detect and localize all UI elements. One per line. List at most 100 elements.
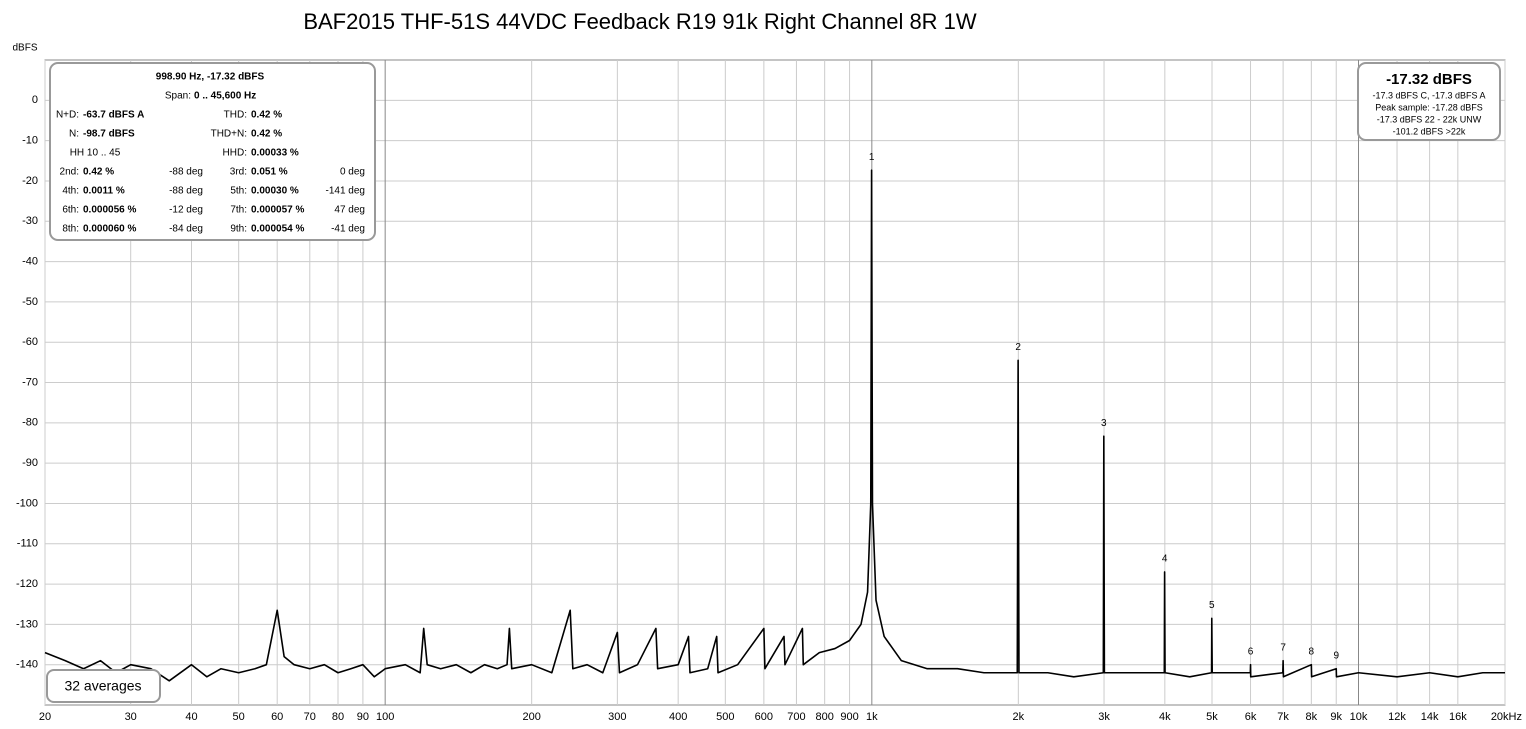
x-tick-label: 100 bbox=[376, 711, 394, 723]
harmonic-phase: 47 deg bbox=[334, 205, 365, 216]
chart-title: BAF2015 THF-51S 44VDC Feedback R19 91k R… bbox=[303, 9, 977, 34]
harmonic-name: 2nd: bbox=[60, 167, 79, 178]
harmonic-phase: -88 deg bbox=[169, 186, 203, 197]
info-header: 998.90 Hz, -17.32 dBFS bbox=[156, 72, 265, 83]
harmonic-label: 1 bbox=[869, 152, 875, 163]
x-tick-label: 700 bbox=[787, 711, 805, 723]
y-tick-label: -140 bbox=[16, 659, 38, 671]
info-box bbox=[49, 62, 376, 241]
harmonic-name: 6th: bbox=[62, 205, 79, 216]
harmonic-label: 6 bbox=[1248, 646, 1254, 657]
info-label: THD: bbox=[224, 110, 247, 121]
harmonic-name: 9th: bbox=[230, 224, 247, 235]
x-tick-label: 20kHz bbox=[1491, 711, 1522, 723]
x-tick-label: 300 bbox=[608, 711, 626, 723]
x-tick-label: 16k bbox=[1449, 711, 1467, 723]
level-main: -17.32 dBFS bbox=[1386, 71, 1472, 88]
x-tick-label: 50 bbox=[233, 711, 245, 723]
harmonic-phase: -84 deg bbox=[169, 224, 203, 235]
trace: 1 2 3 4 5 6 7 8 9 bbox=[44, 152, 1505, 682]
level-line: -101.2 dBFS >22k bbox=[1393, 126, 1466, 136]
x-tick-label: 14k bbox=[1421, 711, 1439, 723]
level-box bbox=[1357, 62, 1501, 141]
x-tick-label: 7k bbox=[1277, 711, 1289, 723]
x-tick-label: 70 bbox=[304, 711, 316, 723]
info-value: 0.00033 % bbox=[251, 148, 299, 159]
y-tick-label: 0 bbox=[32, 94, 38, 106]
x-tick-label: 9k bbox=[1330, 711, 1342, 723]
level-line: Peak sample: -17.28 dBFS bbox=[1375, 102, 1483, 112]
harmonic-phase: -41 deg bbox=[331, 224, 365, 235]
harmonic-name: 8th: bbox=[62, 224, 79, 235]
x-tick-label: 1k bbox=[866, 711, 878, 723]
y-tick-label: -60 bbox=[22, 336, 38, 348]
x-tick-label: 30 bbox=[125, 711, 137, 723]
y-tick-label: -50 bbox=[22, 296, 38, 308]
y-tick-label: -40 bbox=[22, 255, 38, 267]
x-tick-label: 8k bbox=[1306, 711, 1318, 723]
y-axis-label: dBFS bbox=[12, 43, 37, 54]
y-tick-label: -110 bbox=[17, 538, 38, 550]
harmonic-name: 7th: bbox=[230, 205, 247, 216]
y-tick-label: -130 bbox=[16, 618, 38, 630]
harmonic-phase: 0 deg bbox=[340, 167, 365, 178]
x-tick-label: 800 bbox=[815, 711, 833, 723]
harmonic-label: 5 bbox=[1209, 600, 1215, 611]
info-label: N+D: bbox=[56, 110, 79, 121]
y-tick-label: -70 bbox=[22, 376, 38, 388]
info-value: 0.42 % bbox=[251, 129, 282, 140]
level-line: -17.3 dBFS C, -17.3 dBFS A bbox=[1372, 90, 1485, 100]
info-value: 0.42 % bbox=[251, 110, 282, 121]
info-value: -63.7 dBFS A bbox=[83, 110, 144, 121]
info-label: HH 10 .. 45 bbox=[70, 148, 121, 159]
harmonic-phase: -141 deg bbox=[326, 186, 365, 197]
x-tick-label: 600 bbox=[755, 711, 773, 723]
x-tick-label: 500 bbox=[716, 711, 734, 723]
info-value: -98.7 dBFS bbox=[83, 129, 135, 140]
x-tick-label: 40 bbox=[185, 711, 197, 723]
harmonic-label: 4 bbox=[1162, 554, 1168, 565]
harmonic-phase: -88 deg bbox=[169, 167, 203, 178]
x-tick-label: 60 bbox=[271, 711, 283, 723]
harmonic-value: 0.00030 % bbox=[251, 186, 299, 197]
x-tick-label: 400 bbox=[669, 711, 687, 723]
x-tick-label: 4k bbox=[1159, 711, 1171, 723]
harmonic-value: 0.000054 % bbox=[251, 224, 304, 235]
harmonic-value: 0.000060 % bbox=[83, 224, 136, 235]
harmonic-value: 0.000057 % bbox=[251, 205, 304, 216]
harmonic-value: 0.000056 % bbox=[83, 205, 136, 216]
harmonic-label: 3 bbox=[1101, 418, 1107, 429]
span-value: 0 .. 45,600 Hz bbox=[194, 91, 256, 102]
x-tick-label: 200 bbox=[522, 711, 540, 723]
x-tick-label: 10k bbox=[1350, 711, 1368, 723]
y-tick-label: -80 bbox=[22, 417, 38, 429]
harmonic-value: 0.42 % bbox=[83, 167, 114, 178]
harmonic-label: 2 bbox=[1015, 342, 1021, 353]
harmonic-label: 8 bbox=[1309, 646, 1315, 657]
harmonic-label: 9 bbox=[1333, 650, 1339, 661]
harmonic-value: 0.0011 % bbox=[83, 186, 125, 197]
x-tick-label: 3k bbox=[1098, 711, 1110, 723]
x-tick-label: 90 bbox=[357, 711, 369, 723]
y-tick-label: -90 bbox=[22, 457, 38, 469]
harmonic-label: 7 bbox=[1280, 642, 1286, 653]
x-tick-label: 5k bbox=[1206, 711, 1218, 723]
harmonic-name: 3rd: bbox=[230, 167, 247, 178]
harmonic-value: 0.051 % bbox=[251, 167, 288, 178]
x-tick-label: 12k bbox=[1388, 711, 1406, 723]
x-tick-label: 20 bbox=[39, 711, 51, 723]
x-tick-label: 2k bbox=[1013, 711, 1025, 723]
x-tick-label: 900 bbox=[840, 711, 858, 723]
harmonic-name: 4th: bbox=[62, 186, 79, 197]
span-label: Span: bbox=[165, 91, 191, 102]
level-line: -17.3 dBFS 22 - 22k UNW bbox=[1377, 114, 1482, 124]
averages-label: 32 averages bbox=[64, 678, 141, 694]
info-label: HHD: bbox=[223, 148, 247, 159]
y-tick-label: -20 bbox=[22, 175, 38, 187]
info-label: N: bbox=[69, 129, 79, 140]
harmonic-name: 5th: bbox=[230, 186, 247, 197]
y-tick-label: -10 bbox=[22, 135, 38, 147]
y-tick-label: -120 bbox=[16, 578, 38, 590]
y-tick-label: -100 bbox=[16, 497, 38, 509]
